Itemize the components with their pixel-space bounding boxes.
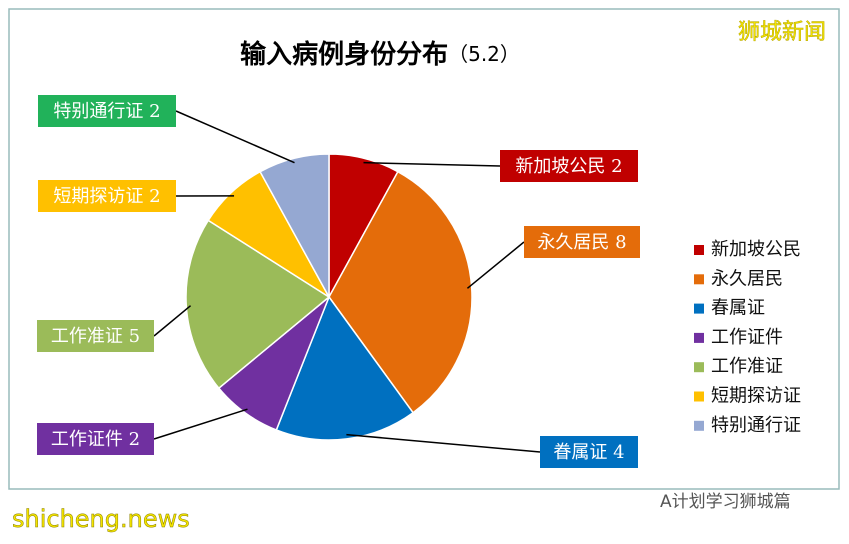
chart-title: 输入病例身份分布（5.2） bbox=[240, 39, 520, 70]
data-label-name: 工作准证 bbox=[51, 326, 123, 347]
data-label-value: 2 bbox=[149, 186, 160, 207]
data-label-value: 4 bbox=[613, 442, 624, 463]
legend-swatch bbox=[694, 333, 704, 343]
data-label-name: 特别通行证 bbox=[53, 101, 143, 122]
data-label-name: 新加坡公民 bbox=[515, 156, 605, 177]
legend-swatch bbox=[694, 362, 704, 372]
data-label-name: 短期探访证 bbox=[53, 186, 143, 207]
legend-label: 特别通行证 bbox=[711, 415, 801, 436]
data-label: 眷属证 4 bbox=[553, 442, 624, 463]
data-label: 新加坡公民 2 bbox=[515, 156, 622, 177]
watermark: A计划学习狮城篇 bbox=[660, 492, 791, 512]
data-label-value: 5 bbox=[129, 326, 140, 347]
data-label-name: 工作证件 bbox=[51, 429, 123, 450]
watermark: 狮城新闻 bbox=[738, 20, 826, 45]
legend-swatch bbox=[694, 421, 704, 431]
data-label-value: 2 bbox=[611, 156, 622, 177]
data-label-name: 眷属证 bbox=[553, 442, 607, 463]
legend-label: 新加坡公民 bbox=[711, 239, 801, 260]
data-label: 工作证件 2 bbox=[51, 429, 140, 450]
data-label: 永久居民 8 bbox=[537, 232, 626, 253]
data-label-value: 2 bbox=[149, 101, 160, 122]
data-label: 短期探访证 2 bbox=[53, 186, 160, 207]
legend-label: 工作准证 bbox=[711, 356, 783, 377]
legend-swatch bbox=[694, 274, 704, 284]
data-label: 工作准证 5 bbox=[51, 326, 140, 347]
legend-label: 春属证 bbox=[711, 298, 765, 319]
legend-swatch bbox=[694, 392, 704, 402]
data-label: 特别通行证 2 bbox=[53, 101, 160, 122]
legend-label: 短期探访证 bbox=[711, 386, 801, 407]
legend-label: 工作证件 bbox=[711, 327, 783, 348]
data-label-value: 2 bbox=[129, 429, 140, 450]
legend-swatch bbox=[694, 304, 704, 314]
legend-label: 永久居民 bbox=[711, 268, 783, 289]
title-main: 输入病例身份分布 bbox=[240, 39, 448, 70]
watermark: shicheng.news bbox=[12, 505, 190, 533]
data-label-name: 永久居民 bbox=[537, 232, 609, 253]
legend-swatch bbox=[694, 245, 704, 255]
data-label-value: 8 bbox=[615, 232, 626, 253]
title-note: （5.2） bbox=[448, 42, 520, 66]
